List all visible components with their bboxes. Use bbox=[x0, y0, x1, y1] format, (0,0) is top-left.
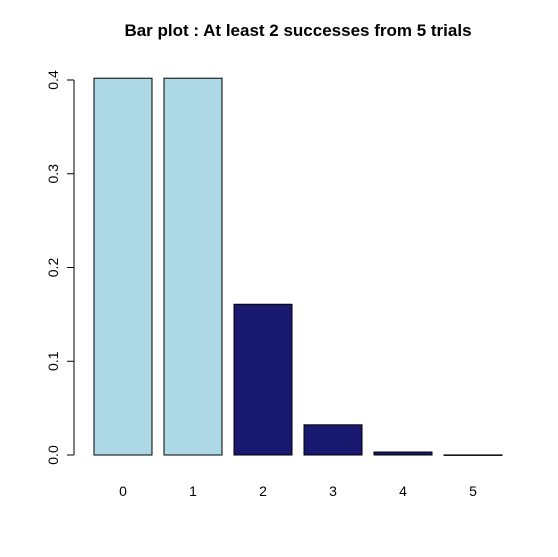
x-tick-label-1: 1 bbox=[189, 483, 197, 499]
bar-3 bbox=[303, 424, 363, 456]
y-tick-label-0: 0.0 bbox=[45, 445, 61, 465]
chart-title: Bar plot : At least 2 successes from 5 t… bbox=[124, 21, 471, 40]
y-tick-label-4: 0.4 bbox=[45, 70, 61, 90]
y-tick-label-2: 0.2 bbox=[45, 258, 61, 278]
bar-0 bbox=[93, 77, 153, 456]
x-tick-label-5: 5 bbox=[469, 483, 477, 499]
bar-5 bbox=[443, 454, 503, 456]
x-tick-label-0: 0 bbox=[119, 483, 127, 499]
y-axis-ticks: 0.0 0.1 0.2 0.3 0.4 bbox=[45, 70, 74, 465]
bar-1 bbox=[163, 77, 223, 456]
x-tick-label-4: 4 bbox=[399, 483, 407, 499]
y-tick-label-1: 0.1 bbox=[45, 351, 61, 371]
x-tick-label-2: 2 bbox=[259, 483, 267, 499]
bar-4 bbox=[373, 451, 433, 456]
y-tick-label-3: 0.3 bbox=[45, 164, 61, 184]
x-axis-labels: 0 1 2 3 4 5 bbox=[119, 483, 477, 499]
bar-2 bbox=[233, 303, 293, 456]
bars-group bbox=[93, 77, 503, 456]
x-tick-label-3: 3 bbox=[329, 483, 337, 499]
